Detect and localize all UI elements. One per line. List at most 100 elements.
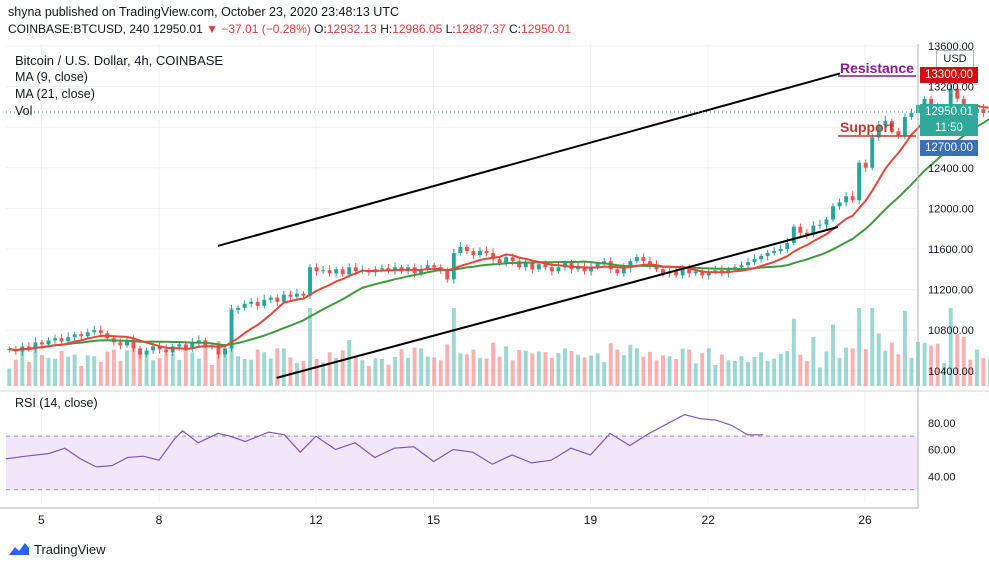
- volume-bar: [386, 364, 391, 386]
- volume-bar: [549, 357, 554, 386]
- candle-body: [759, 256, 764, 260]
- volume-bar: [491, 342, 496, 386]
- volume-bar: [419, 348, 424, 386]
- candle-body: [634, 257, 639, 262]
- candle-body: [831, 206, 835, 220]
- volume-legend[interactable]: Vol: [15, 104, 33, 118]
- volume-bar: [595, 353, 600, 386]
- volume-bar: [563, 348, 567, 386]
- volume-bar: [98, 361, 103, 386]
- candle-body: [268, 297, 273, 300]
- tradingview-logo-icon: [9, 543, 29, 555]
- candle-body: [79, 334, 84, 337]
- volume-bar: [53, 358, 57, 386]
- volume-bar: [719, 354, 724, 386]
- volume-bar: [321, 362, 326, 386]
- ma9-line: [9, 104, 989, 352]
- volume-bar: [347, 339, 352, 386]
- volume-bar: [438, 360, 443, 386]
- candle-body: [765, 253, 770, 257]
- volume-bar: [902, 310, 907, 386]
- price-tick-label: 12400.00: [928, 163, 974, 175]
- price-tick-label: 11200.00: [928, 285, 973, 297]
- footer-brand[interactable]: TradingView: [8, 541, 106, 557]
- rsi-legend[interactable]: RSI (14, close): [15, 396, 98, 410]
- candle-body: [922, 98, 927, 105]
- candle-body: [523, 263, 528, 268]
- rsi-pane: [0, 390, 989, 491]
- candle-body: [432, 265, 437, 268]
- volume-bar: [484, 358, 489, 386]
- volume-bar: [190, 352, 195, 386]
- candle-body: [589, 267, 594, 272]
- candle-body: [504, 257, 509, 264]
- volume-bar: [151, 360, 156, 386]
- support-label: Support: [840, 119, 894, 135]
- candle-body: [876, 125, 881, 138]
- volume-bar: [922, 342, 927, 386]
- volume-bar: [26, 361, 31, 386]
- volume-bar: [811, 336, 816, 386]
- volume-bar: [739, 356, 744, 386]
- candle-body: [484, 251, 489, 254]
- candle-body: [549, 267, 554, 272]
- volume-bar: [177, 359, 182, 386]
- price-tick-label: 10800.00: [928, 325, 974, 337]
- volume-bar: [732, 361, 737, 386]
- candle-countdown: 11:50: [935, 122, 963, 134]
- candle-body: [674, 271, 679, 276]
- candle-body: [582, 266, 587, 272]
- volume-bar: [582, 357, 587, 386]
- volume-bar: [523, 350, 528, 386]
- candle-body: [321, 270, 326, 272]
- candle-body: [216, 346, 221, 355]
- volume-bar: [974, 349, 979, 386]
- candle-body: [471, 251, 476, 256]
- high-label: H:: [380, 22, 393, 36]
- candle-body: [223, 348, 227, 355]
- volume-bar: [935, 343, 940, 386]
- candle-body: [693, 271, 698, 274]
- volume-bar: [406, 357, 411, 386]
- candle-body: [53, 338, 57, 341]
- candle-body: [955, 88, 960, 99]
- candle-body: [687, 269, 692, 274]
- candle-body: [909, 113, 914, 118]
- volume-bar: [772, 358, 777, 386]
- candle-body: [902, 117, 907, 136]
- rsi-tick-label: 60.00: [928, 445, 956, 457]
- candle-body: [327, 270, 332, 274]
- candle-body: [314, 267, 319, 272]
- volume-bar: [85, 355, 90, 386]
- candle-body: [510, 257, 515, 262]
- volume-bar: [157, 358, 162, 386]
- volume-bar: [981, 357, 986, 386]
- time-tick-label: 15: [427, 513, 441, 527]
- volume-bar: [399, 349, 404, 386]
- price-tick-label: 12000.00: [928, 203, 974, 215]
- volume-bar: [569, 351, 574, 386]
- volume-bar: [294, 363, 299, 386]
- volume-bar: [556, 353, 561, 386]
- volume-bar: [33, 345, 38, 386]
- ma9-legend[interactable]: MA (9, close): [15, 70, 88, 84]
- volume-bar: [968, 359, 973, 386]
- candle-body: [334, 269, 339, 274]
- candle-body: [654, 265, 659, 270]
- last-price-value: 12950.01: [925, 106, 973, 118]
- candle-body: [889, 121, 894, 132]
- candle-body: [59, 338, 64, 342]
- volume-bar: [948, 308, 953, 386]
- candle-body: [896, 131, 901, 136]
- candle-body: [536, 264, 541, 270]
- time-tick-label: 22: [701, 513, 715, 527]
- volume-bar: [373, 358, 378, 386]
- ma21-legend[interactable]: MA (21, close): [15, 87, 95, 101]
- volume-bar: [608, 343, 613, 386]
- candle-body: [386, 268, 391, 271]
- time-tick-label: 12: [309, 513, 323, 527]
- volume-bar: [870, 308, 875, 386]
- volume-bar: [366, 365, 371, 386]
- currency-label[interactable]: USD: [936, 50, 974, 68]
- volume-bar: [432, 357, 437, 386]
